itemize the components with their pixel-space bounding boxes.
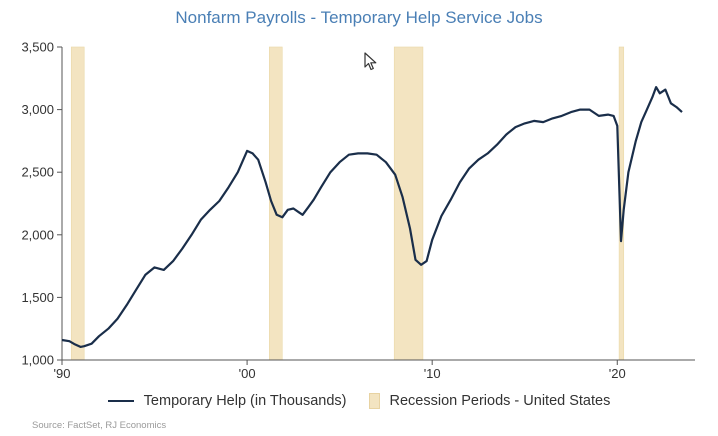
legend-recession-swatch (368, 393, 380, 409)
x-tick-label-1990: '90 (54, 366, 71, 381)
y-tick-label-3500: 3,500 (21, 40, 54, 55)
y-tick-label-1500: 1,500 (21, 290, 54, 305)
legend-line-swatch (107, 399, 134, 403)
source-note: Source: FactSet, RJ Economics (32, 420, 167, 431)
series-line-1 (61, 86, 683, 348)
axis-layer: 1,000 1,500 2,000 2,500 3,000 3,500 '90 '00 '10 '… (21, 40, 695, 381)
y-tick-label-2000: 2,000 (21, 227, 54, 242)
x-tick-label-2000: '00 (239, 366, 256, 381)
recession-layer (70, 46, 625, 361)
y-tick-label-1000: 1,000 (21, 353, 54, 368)
legend-label-recession: Recession Periods - United States (389, 393, 611, 409)
recession-band-1 (70, 46, 85, 361)
legend: Temporary Help (in Thousands) Recession … (0, 393, 718, 409)
recession-band-3 (393, 46, 424, 361)
legend-label-temporary-help: Temporary Help (in Thousands) (143, 393, 347, 409)
x-tick-label-2010: '10 (424, 366, 441, 381)
mouse-pointer-icon (364, 52, 377, 71)
y-tick-label-2500: 2,500 (21, 165, 54, 180)
x-tick-label-2020: '20 (609, 366, 626, 381)
legend-item-temporary-help[interactable]: Temporary Help (in Thousands) (107, 393, 347, 409)
legend-item-recession[interactable]: Recession Periods - United States (368, 393, 611, 409)
series-layer (61, 86, 683, 348)
y-tick-label-3000: 3,000 (21, 102, 54, 117)
chart-title: Nonfarm Payrolls - Temporary Help Servic… (175, 8, 543, 27)
